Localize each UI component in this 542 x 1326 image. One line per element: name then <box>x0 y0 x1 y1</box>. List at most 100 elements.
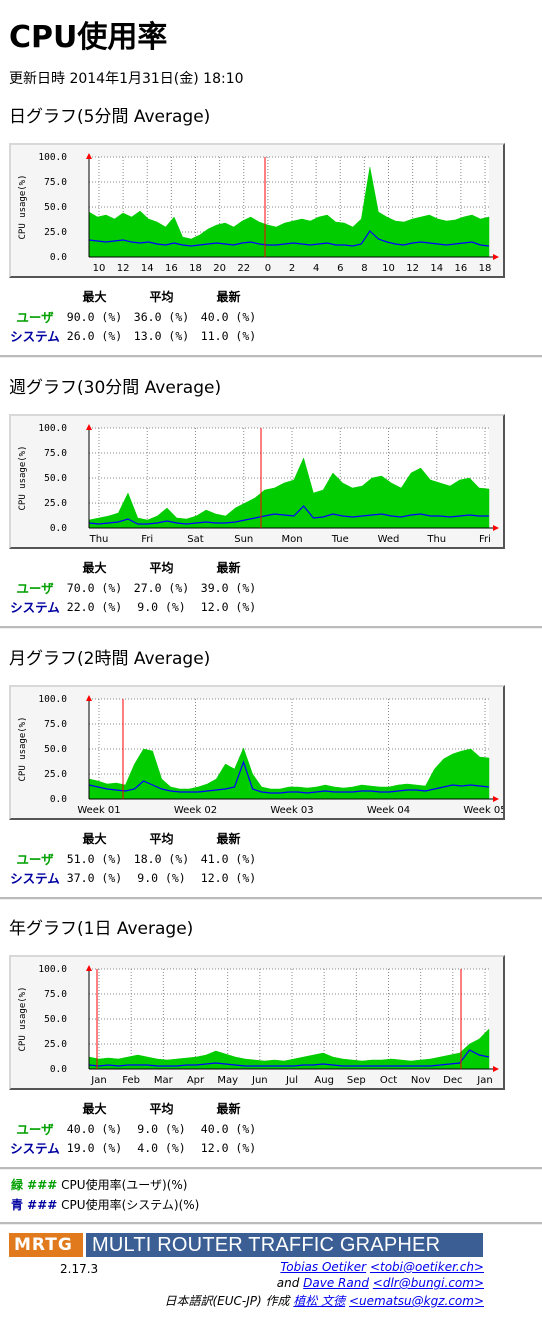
x-tick-label: 12 <box>117 263 130 274</box>
stats-header: 平均 <box>149 290 174 304</box>
y-tick-label: 50.0 <box>44 1014 67 1025</box>
y-tick-label: 0.0 <box>50 794 67 805</box>
x-tick-label: May <box>217 1075 238 1086</box>
legend-green-label: 緑 ### <box>11 1178 58 1192</box>
stats-header: 最大 <box>82 1102 107 1116</box>
and-text: and <box>276 1276 300 1290</box>
author1-email-link[interactable]: <tobi@oetiker.ch> <box>369 1260 484 1274</box>
user-value: 9.0 (%) <box>137 1121 186 1136</box>
stats-header: 最大 <box>82 832 107 846</box>
x-tick-label: Jun <box>251 1075 268 1086</box>
system-value: 4.0 (%) <box>137 1140 186 1155</box>
user-series-area <box>88 1028 490 1070</box>
author2-email-link[interactable]: <dlr@bungi.com> <box>372 1276 484 1290</box>
stats-table: 最大 平均 最新 ユーザ 70.0 (%) 27.0 (%) 39.0 (%) システム 22.… <box>9 557 262 616</box>
user-value: 27.0 (%) <box>133 580 190 595</box>
user-value: 90.0 (%) <box>66 309 123 324</box>
y-tick-label: 75.0 <box>44 989 67 1000</box>
x-tick-label: Dec <box>443 1075 462 1086</box>
y-tick-label: 0.0 <box>50 1064 67 1075</box>
x-tick-label: 12 <box>406 263 419 274</box>
mrtg-banner[interactable]: MRTG MULTI ROUTER TRAFFIC GRAPHER <box>9 1233 483 1257</box>
x-axis-arrow <box>493 254 499 260</box>
stats-header: 最新 <box>216 561 241 575</box>
system-value: 9.0 (%) <box>137 599 186 614</box>
divider <box>0 1222 542 1225</box>
graph-image: CPU usage(%) 100.0 75.0 50.0 25.0 0.0 Thu Fri Sa… <box>9 414 505 549</box>
system-value: 11.0 (%) <box>200 328 257 343</box>
y-axis-arrow <box>86 965 92 971</box>
y-axis-arrow <box>86 153 92 159</box>
x-tick-label: Apr <box>187 1075 205 1086</box>
x-tick-label: 14 <box>430 263 443 274</box>
updated-timestamp: 更新日時 2014年1月31日(金) 18:10 <box>9 71 244 87</box>
x-tick-label: Week 04 <box>367 805 410 816</box>
x-tick-label: Fri <box>141 534 153 545</box>
y-axis-arrow <box>86 424 92 430</box>
stats-table: 最大 平均 最新 ユーザ 40.0 (%) 9.0 (%) 40.0 (%) システム 19.0… <box>9 1098 262 1157</box>
cpu-chart: CPU usage(%) 100.0 75.0 50.0 25.0 0.0 Jan Feb Ma… <box>18 964 499 1086</box>
x-tick-label: Thu <box>89 534 109 545</box>
x-tick-label: Week 03 <box>270 805 313 816</box>
legend-green-text: CPU使用率(ユーザ)(%) <box>61 1178 188 1192</box>
x-tick-label: Sep <box>347 1075 366 1086</box>
x-tick-label: Sun <box>234 534 253 545</box>
graph-image: CPU usage(%) 100.0 75.0 50.0 25.0 0.0 Week 01 W… <box>9 685 505 820</box>
x-tick-label: 18 <box>189 263 202 274</box>
x-tick-label: 18 <box>479 263 492 274</box>
version: 2.17.3 <box>60 1262 99 1276</box>
y-tick-label: 75.0 <box>44 448 67 459</box>
y-axis-label: CPU usage(%) <box>18 174 28 239</box>
user-value: 51.0 (%) <box>66 851 123 866</box>
author1-link[interactable]: Tobias Oetiker <box>280 1260 367 1274</box>
y-axis-label: CPU usage(%) <box>18 716 28 781</box>
translation-text: 日本語訳(EUC-JP) 作成 <box>164 1294 290 1308</box>
x-tick-label: Nov <box>411 1075 431 1086</box>
x-tick-label: 20 <box>213 263 226 274</box>
x-axis-arrow <box>493 796 499 802</box>
translator-email-link[interactable]: <uematsu@kgz.com> <box>348 1294 484 1308</box>
x-tick-label: Tue <box>331 534 349 545</box>
y-axis-label: CPU usage(%) <box>18 445 28 510</box>
user-label: ユーザ <box>16 581 54 596</box>
system-label: システム <box>10 329 60 344</box>
system-value: 12.0 (%) <box>200 599 257 614</box>
user-value: 41.0 (%) <box>200 851 257 866</box>
author2-link[interactable]: Dave Rand <box>303 1276 369 1290</box>
x-tick-label: Week 02 <box>174 805 217 816</box>
x-tick-label: Feb <box>122 1075 140 1086</box>
divider <box>0 355 542 358</box>
system-series-line <box>88 1049 490 1067</box>
y-tick-label: 75.0 <box>44 177 67 188</box>
user-value: 40.0 (%) <box>66 1121 123 1136</box>
divider <box>0 897 542 900</box>
mrtg-name: MULTI ROUTER TRAFFIC GRAPHER <box>92 1233 441 1256</box>
credit-author2: and Dave Rand <dlr@bungi.com> <box>277 1276 484 1290</box>
cpu-chart: CPU usage(%) 100.0 75.0 50.0 25.0 0.0 10 12 14 16… <box>18 152 499 274</box>
user-value: 70.0 (%) <box>66 580 123 595</box>
stats-header: 平均 <box>149 561 174 575</box>
mrtg-logo: MRTG <box>9 1233 86 1257</box>
user-series-area <box>88 166 490 258</box>
y-tick-label: 25.0 <box>44 769 67 780</box>
stats-header: 最新 <box>216 832 241 846</box>
legend-system: 青 ### CPU使用率(システム)(%) <box>11 1196 199 1213</box>
y-tick-label: 50.0 <box>44 202 67 213</box>
x-tick-label: 2 <box>289 263 295 274</box>
system-label: システム <box>10 871 60 886</box>
user-label: ユーザ <box>16 852 54 867</box>
cpu-chart: CPU usage(%) 100.0 75.0 50.0 25.0 0.0 Thu Fri Sa… <box>18 423 499 545</box>
x-tick-label: 16 <box>455 263 468 274</box>
graph-title: 年グラフ(1日 Average) <box>9 919 194 939</box>
stats-table: 最大 平均 最新 ユーザ 90.0 (%) 36.0 (%) 40.0 (%) システム 26.… <box>9 286 262 345</box>
x-tick-label: 4 <box>313 263 319 274</box>
system-value: 22.0 (%) <box>66 599 123 614</box>
system-value: 9.0 (%) <box>137 870 186 885</box>
y-tick-label: 100.0 <box>38 423 67 434</box>
system-value: 12.0 (%) <box>200 870 257 885</box>
stats-header: 最大 <box>82 561 107 575</box>
x-tick-label: Mar <box>154 1075 174 1086</box>
x-tick-label: Sat <box>187 534 203 545</box>
translator-link[interactable]: 植松 文徳 <box>293 1294 346 1308</box>
user-value: 40.0 (%) <box>200 309 257 324</box>
